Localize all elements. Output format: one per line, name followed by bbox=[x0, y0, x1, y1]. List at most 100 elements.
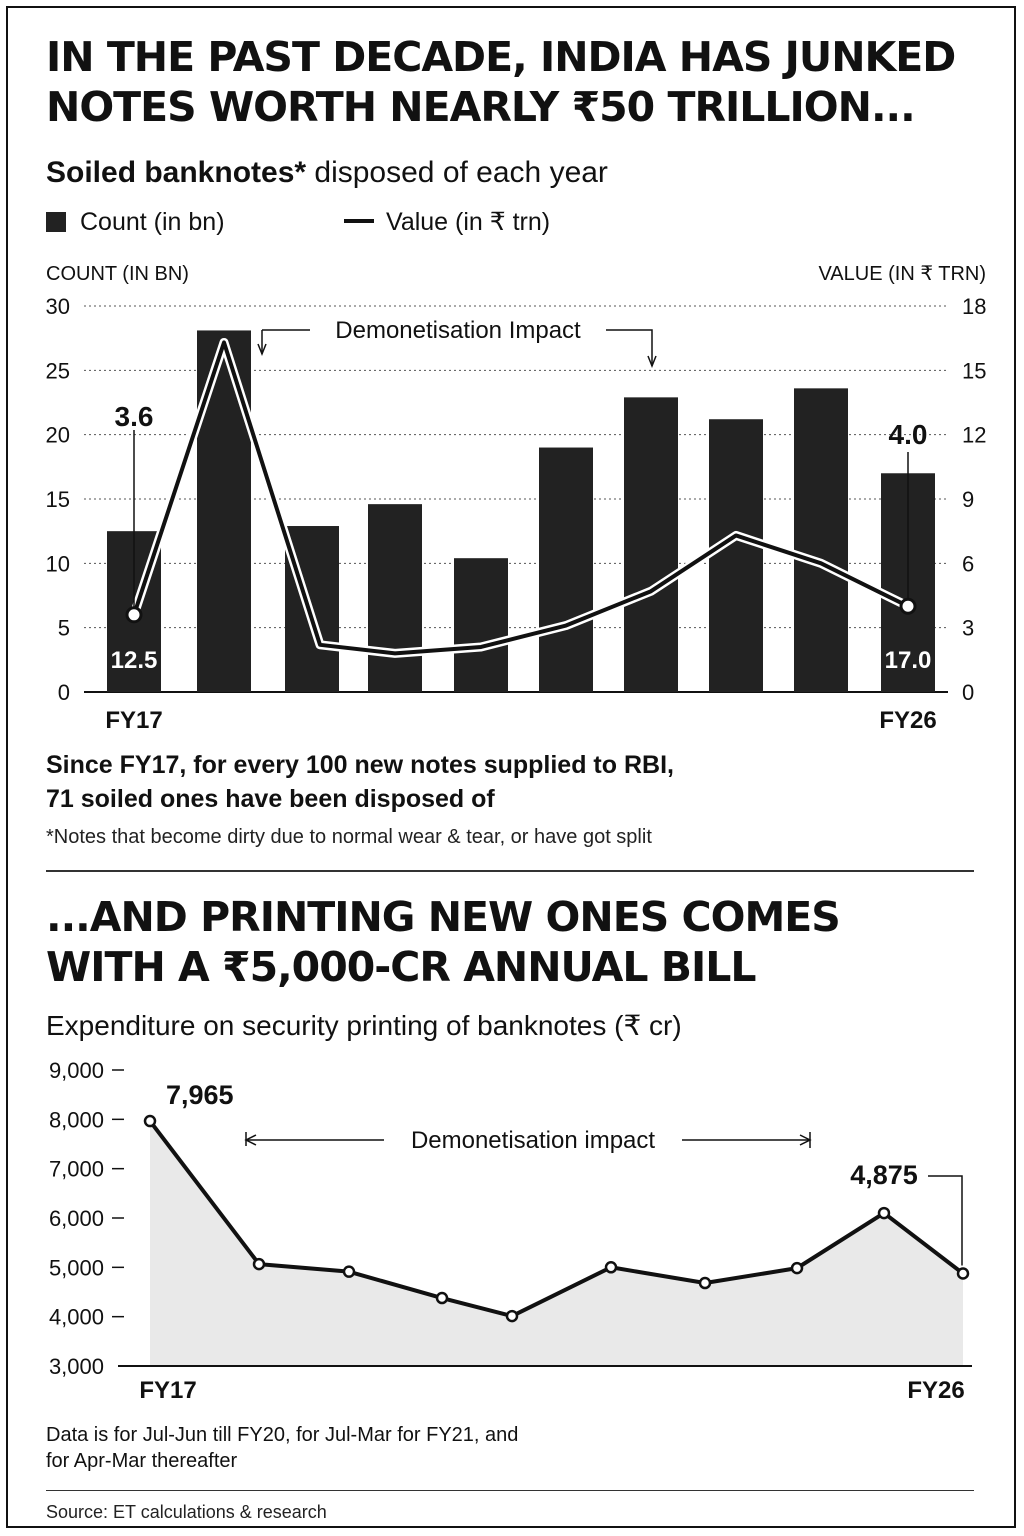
y-tick-label: 9,000 bbox=[49, 1058, 104, 1083]
data-note-line-2: for Apr-Mar thereafter bbox=[46, 1450, 238, 1472]
last-bar-label: 17.0 bbox=[885, 647, 932, 674]
y-tick-label: 8,000 bbox=[49, 1107, 104, 1132]
expenditure-point bbox=[435, 1291, 449, 1305]
headline2-line-2: WITH A ₹5,000-CR ANNUAL BILL bbox=[46, 943, 756, 991]
chart2-tick-labels: 3,000 4,000 5,000 6,000 7,000 8,000 9,000 bbox=[49, 1058, 124, 1379]
chart2-area-fill bbox=[118, 1121, 972, 1367]
left-tick-label: 10 bbox=[46, 551, 70, 576]
expenditure-point bbox=[956, 1267, 970, 1280]
count-bar bbox=[368, 504, 422, 692]
x-axis-label: FY26 bbox=[879, 707, 936, 734]
source-line: Source: ET calculations & research bbox=[46, 1502, 327, 1522]
legend-line-swatch bbox=[344, 219, 374, 223]
soiled-notes-chart: COUNT (IN BN) VALUE (IN ₹ TRN) 0 0 5 3 10 6 15… bbox=[46, 263, 987, 734]
x-axis-label: FY26 bbox=[907, 1377, 964, 1404]
count-bar bbox=[794, 388, 848, 692]
printing-expenditure-chart: 3,000 4,000 5,000 6,000 7,000 8,000 9,000 Demo… bbox=[49, 1058, 972, 1404]
left-tick-label: 0 bbox=[58, 680, 70, 705]
y-tick-label: 5,000 bbox=[49, 1255, 104, 1280]
expenditure-line bbox=[148, 1119, 965, 1319]
takeaway-text: Since FY17, for every 100 new notes supp… bbox=[46, 748, 674, 816]
last-value-label: 4.0 bbox=[889, 419, 928, 450]
headline-line-2: NOTES WORTH NEARLY ₹50 TRILLION... bbox=[46, 83, 916, 131]
right-tick-label: 15 bbox=[962, 358, 986, 383]
source-divider bbox=[46, 1490, 974, 1491]
legend-value: Value (in ₹ trn) bbox=[344, 206, 550, 238]
left-tick-label: 25 bbox=[46, 358, 70, 383]
headline-line-1: IN THE PAST DECADE, INDIA HAS JUNKED bbox=[46, 33, 956, 81]
y-tick-label: 3,000 bbox=[49, 1354, 104, 1379]
left-tick-label: 30 bbox=[46, 294, 70, 319]
chart1-value-line bbox=[125, 337, 917, 658]
annotation-bracket-left bbox=[261, 329, 310, 354]
chart1-subtitle: Soiled banknotes* disposed of each year bbox=[46, 154, 608, 192]
last-value-leader bbox=[928, 1175, 963, 1266]
left-tick-label: 5 bbox=[58, 616, 70, 641]
legend-count-label: Count (in bn) bbox=[80, 208, 225, 236]
chart2-annotation: Demonetisation impact bbox=[244, 1127, 812, 1154]
annotation-bracket-right bbox=[606, 329, 653, 366]
chart1-subtitle-rest: disposed of each year bbox=[306, 156, 608, 189]
takeaway-line-2: 71 soiled ones have been disposed of bbox=[46, 785, 495, 813]
annotation-arrow-left bbox=[244, 1134, 257, 1146]
expenditure-point bbox=[698, 1276, 712, 1290]
annotation-bracket-right bbox=[682, 1132, 811, 1148]
expenditure-point bbox=[604, 1261, 618, 1274]
count-bar bbox=[197, 330, 251, 692]
data-note-line-1: Data is for Jul-Jun till FY20, for Jul-M… bbox=[46, 1424, 519, 1446]
first-value-label: 7,965 bbox=[166, 1080, 234, 1110]
chart2-line bbox=[143, 1114, 970, 1323]
expenditure-point bbox=[143, 1114, 157, 1128]
right-tick-label: 3 bbox=[962, 616, 974, 641]
right-axis-title: VALUE (IN ₹ TRN) bbox=[818, 263, 986, 285]
y-tick-label: 6,000 bbox=[49, 1206, 104, 1231]
right-tick-label: 0 bbox=[962, 680, 974, 705]
chart1-bars bbox=[107, 330, 935, 692]
value-line bbox=[132, 340, 909, 656]
section-divider bbox=[46, 870, 974, 872]
page-frame bbox=[6, 6, 1016, 1528]
value-point-marker bbox=[899, 597, 917, 615]
legend-count: Count (in bn) bbox=[46, 206, 225, 238]
annotation-arrow-right bbox=[799, 1134, 812, 1146]
takeaway-line-1: Since FY17, for every 100 new notes supp… bbox=[46, 751, 674, 779]
count-bar bbox=[709, 419, 763, 692]
left-axis-title: COUNT (IN BN) bbox=[46, 263, 189, 285]
chart1-subtitle-bold: Soiled banknotes* bbox=[46, 156, 307, 189]
y-tick-label: 7,000 bbox=[49, 1157, 104, 1182]
expenditure-point bbox=[790, 1261, 804, 1275]
left-tick-label: 20 bbox=[46, 423, 70, 448]
headline2-line-1: ...AND PRINTING NEW ONES COMES bbox=[46, 893, 841, 941]
count-bar bbox=[539, 447, 593, 692]
expenditure-point bbox=[342, 1265, 356, 1278]
legend-bar-swatch bbox=[46, 212, 66, 232]
chart2-x-labels: FY17 FY26 bbox=[139, 1377, 964, 1404]
chart1-tick-labels: 0 0 5 3 10 6 15 9 20 12 25 15 30 18 bbox=[46, 294, 987, 705]
expenditure-area bbox=[150, 1121, 963, 1366]
count-bar bbox=[454, 558, 508, 692]
demonetisation-impact-label-2: Demonetisation impact bbox=[411, 1127, 655, 1154]
data-note: Data is for Jul-Jun till FY20, for Jul-M… bbox=[46, 1422, 518, 1474]
chart2-subtitle: Expenditure on security printing of bank… bbox=[46, 1010, 682, 1041]
right-tick-label: 18 bbox=[962, 294, 986, 319]
y-tick-label: 4,000 bbox=[49, 1305, 104, 1330]
right-tick-label: 6 bbox=[962, 551, 974, 576]
first-bar-label: 12.5 bbox=[111, 647, 158, 674]
right-tick-label: 12 bbox=[962, 423, 986, 448]
last-value-label: 4,875 bbox=[850, 1160, 918, 1190]
demonetisation-impact-label: Demonetisation Impact bbox=[335, 317, 581, 344]
annotation-bracket-left bbox=[245, 1132, 384, 1146]
x-axis-label: FY17 bbox=[139, 1377, 196, 1404]
left-tick-label: 15 bbox=[46, 487, 70, 512]
legend-value-label: Value (in ₹ trn) bbox=[386, 208, 551, 236]
expenditure-point bbox=[252, 1257, 266, 1271]
chart2-data-labels: 7,965 4,875 bbox=[166, 1080, 963, 1266]
chart1-data-labels: 3.6 4.0 12.5 17.0 bbox=[111, 401, 932, 674]
footnote: *Notes that become dirty due to normal w… bbox=[46, 826, 652, 848]
annotation-arrow-right bbox=[647, 355, 657, 369]
first-value-label: 3.6 bbox=[115, 401, 154, 432]
chart1-x-labels: FY17 FY26 bbox=[105, 707, 936, 734]
value-point-marker bbox=[125, 606, 143, 624]
expenditure-point bbox=[505, 1309, 519, 1323]
expenditure-point bbox=[877, 1206, 891, 1220]
